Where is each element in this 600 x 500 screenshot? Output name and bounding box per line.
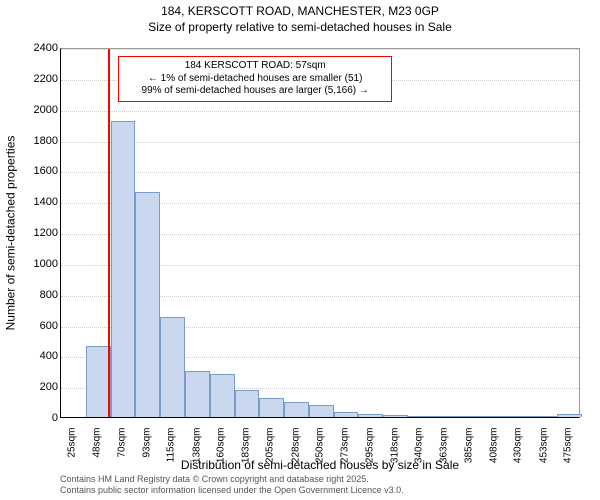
x-tick-label: 183sqm: [241, 428, 252, 468]
gridline: [61, 49, 579, 50]
x-tick-label: 138sqm: [191, 428, 202, 468]
x-tick-label: 340sqm: [414, 428, 425, 468]
x-tick-label: 25sqm: [67, 428, 78, 468]
histogram-bar: [235, 390, 260, 417]
histogram-bar: [358, 414, 383, 417]
histogram-bar: [259, 398, 284, 417]
y-tick-label: 2400: [18, 42, 58, 54]
annotation-line: ← 1% of semi-detached houses are smaller…: [125, 73, 385, 86]
chart-title-2: Size of property relative to semi-detach…: [0, 20, 600, 36]
histogram-bar: [408, 416, 433, 417]
plot-area: 184 KERSCOTT ROAD: 57sqm← 1% of semi-det…: [60, 48, 580, 418]
property-marker-line: [108, 49, 110, 417]
y-tick-label: 2200: [18, 73, 58, 85]
attribution-text: Contains HM Land Registry data © Crown c…: [60, 474, 580, 496]
annotation-line: 184 KERSCOTT ROAD: 57sqm: [125, 60, 385, 73]
histogram-bar: [458, 416, 483, 417]
x-tick-label: 385sqm: [463, 428, 474, 468]
x-tick-label: 70sqm: [116, 428, 127, 468]
gridline: [61, 111, 579, 112]
histogram-bar: [482, 416, 507, 417]
y-tick-label: 1000: [18, 258, 58, 270]
histogram-bar: [309, 405, 334, 417]
histogram-bar: [557, 414, 582, 417]
y-tick-label: 800: [18, 289, 58, 301]
histogram-bar: [532, 416, 557, 417]
x-tick-label: 160sqm: [215, 428, 226, 468]
y-axis-label: Number of semi-detached properties: [2, 48, 18, 418]
x-tick-label: 48sqm: [92, 428, 103, 468]
y-tick-label: 2000: [18, 104, 58, 116]
x-tick-label: 295sqm: [364, 428, 375, 468]
x-tick-label: 430sqm: [513, 428, 524, 468]
x-tick-label: 363sqm: [439, 428, 450, 468]
chart-title-1: 184, KERSCOTT ROAD, MANCHESTER, M23 0GP: [0, 4, 600, 20]
histogram-bar: [383, 415, 408, 417]
histogram-bar: [135, 192, 160, 417]
gridline: [61, 172, 579, 173]
y-tick-label: 1800: [18, 135, 58, 147]
histogram-bar: [111, 121, 136, 417]
x-tick-label: 453sqm: [538, 428, 549, 468]
y-tick-label: 1400: [18, 196, 58, 208]
x-tick-label: 205sqm: [265, 428, 276, 468]
y-tick-label: 0: [18, 412, 58, 424]
annotation-box: 184 KERSCOTT ROAD: 57sqm← 1% of semi-det…: [118, 56, 392, 102]
y-tick-label: 1200: [18, 227, 58, 239]
histogram-bar: [185, 371, 210, 417]
y-tick-label: 1600: [18, 165, 58, 177]
x-tick-label: 475sqm: [562, 428, 573, 468]
x-tick-label: 115sqm: [166, 428, 177, 468]
histogram-bar: [210, 374, 235, 417]
y-tick-label: 600: [18, 320, 58, 332]
histogram-bar: [507, 416, 532, 417]
y-tick-label: 200: [18, 381, 58, 393]
histogram-bar: [284, 402, 309, 417]
annotation-line: 99% of semi-detached houses are larger (…: [125, 85, 385, 98]
y-tick-label: 400: [18, 350, 58, 362]
histogram-bar: [334, 412, 359, 417]
histogram-bar: [86, 346, 111, 417]
x-tick-label: 318sqm: [389, 428, 400, 468]
x-tick-label: 250sqm: [315, 428, 326, 468]
x-tick-label: 408sqm: [489, 428, 500, 468]
x-tick-label: 93sqm: [142, 428, 153, 468]
x-tick-label: 273sqm: [340, 428, 351, 468]
gridline: [61, 142, 579, 143]
histogram-bar: [160, 317, 185, 417]
histogram-bar: [433, 416, 458, 417]
x-tick-label: 228sqm: [290, 428, 301, 468]
